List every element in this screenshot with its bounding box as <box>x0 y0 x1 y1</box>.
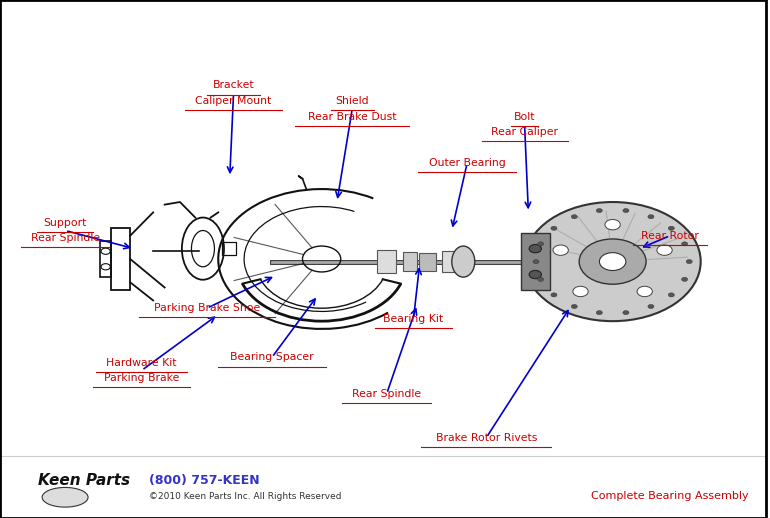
Text: Parking Brake Shoe: Parking Brake Shoe <box>154 303 260 313</box>
Circle shape <box>623 208 629 212</box>
Text: (800) 757-KEEN: (800) 757-KEEN <box>149 474 260 487</box>
Text: Keen Parts: Keen Parts <box>38 473 130 488</box>
Text: ©2010 Keen Parts Inc. All Rights Reserved: ©2010 Keen Parts Inc. All Rights Reserve… <box>149 492 342 501</box>
Circle shape <box>637 286 652 297</box>
Text: Bearing Spacer: Bearing Spacer <box>230 352 313 363</box>
Text: Brake Rotor Rivets: Brake Rotor Rivets <box>436 433 537 443</box>
Text: Rear Caliper: Rear Caliper <box>491 127 558 137</box>
Circle shape <box>533 260 539 264</box>
Circle shape <box>596 208 602 212</box>
Circle shape <box>657 245 672 255</box>
Circle shape <box>596 311 602 315</box>
Text: Complete Bearing Assembly: Complete Bearing Assembly <box>591 491 749 501</box>
Bar <box>111 228 130 290</box>
Circle shape <box>529 244 541 253</box>
Text: Rear Brake Dust: Rear Brake Dust <box>308 111 397 122</box>
Ellipse shape <box>452 246 475 277</box>
Circle shape <box>537 277 544 281</box>
Circle shape <box>681 242 688 246</box>
Text: Bearing Kit: Bearing Kit <box>383 313 444 324</box>
Bar <box>222 242 236 255</box>
Circle shape <box>686 260 692 264</box>
Circle shape <box>579 239 646 284</box>
Bar <box>99 241 111 277</box>
Circle shape <box>551 226 557 231</box>
Bar <box>456 254 471 269</box>
Ellipse shape <box>42 487 88 507</box>
Text: Shield: Shield <box>336 96 369 106</box>
Circle shape <box>571 305 578 309</box>
Text: Support: Support <box>43 218 87 228</box>
Text: Bracket: Bracket <box>213 80 254 91</box>
Text: Rear Spindle: Rear Spindle <box>352 388 421 399</box>
Bar <box>521 233 550 290</box>
Bar <box>403 252 417 271</box>
Bar <box>442 251 454 272</box>
Circle shape <box>648 214 654 219</box>
Circle shape <box>551 293 557 297</box>
Bar <box>419 253 436 271</box>
Circle shape <box>605 220 621 230</box>
Circle shape <box>529 270 541 279</box>
Circle shape <box>681 277 688 281</box>
Circle shape <box>668 226 675 231</box>
Circle shape <box>648 305 654 309</box>
Circle shape <box>571 214 578 219</box>
Circle shape <box>573 286 588 297</box>
Text: Outer Bearing: Outer Bearing <box>429 158 505 168</box>
Circle shape <box>668 293 675 297</box>
Text: Hardware Kit: Hardware Kit <box>106 357 177 368</box>
Text: Bolt: Bolt <box>514 111 535 122</box>
Text: Parking Brake: Parking Brake <box>104 373 179 383</box>
Text: Caliper Mount: Caliper Mount <box>196 96 272 106</box>
Circle shape <box>599 253 626 270</box>
Text: Rear Spindle: Rear Spindle <box>31 233 99 243</box>
Circle shape <box>623 311 629 315</box>
Bar <box>377 250 397 274</box>
Circle shape <box>524 202 701 321</box>
Text: Rear Rotor: Rear Rotor <box>641 231 699 241</box>
Circle shape <box>553 245 568 255</box>
Circle shape <box>537 242 544 246</box>
